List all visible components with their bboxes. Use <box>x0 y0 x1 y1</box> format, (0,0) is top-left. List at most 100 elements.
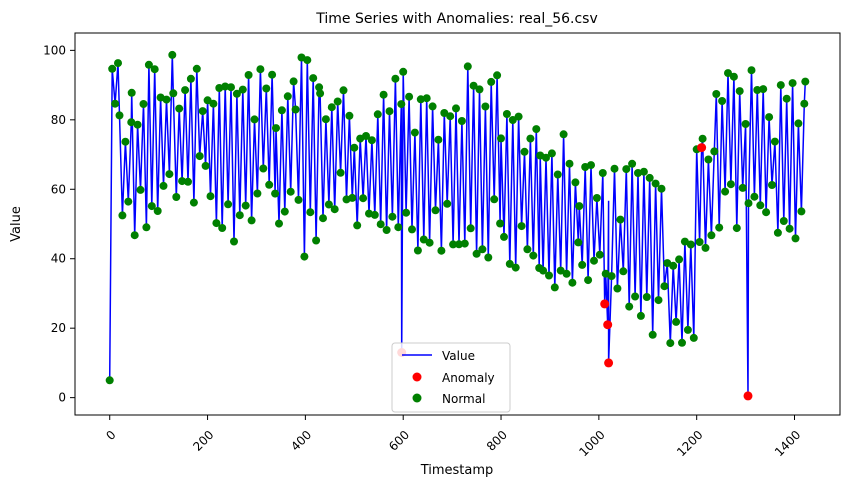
normal-point <box>184 177 192 186</box>
normal-point <box>316 89 325 98</box>
anomaly-point <box>600 299 610 309</box>
normal-point <box>437 246 446 255</box>
legend-anomaly-marker <box>412 372 422 382</box>
normal-point <box>212 219 221 228</box>
normal-point <box>788 79 797 88</box>
normal-point <box>666 339 675 348</box>
normal-point <box>469 81 478 90</box>
normal-point <box>330 205 339 214</box>
normal-point <box>607 272 616 281</box>
normal-point <box>309 74 318 83</box>
normal-point <box>710 147 719 156</box>
normal-point <box>639 167 648 176</box>
normal-point <box>625 302 634 311</box>
normal-point <box>186 74 195 83</box>
normal-point <box>794 119 803 128</box>
normal-point <box>244 71 253 79</box>
normal-point <box>622 165 631 174</box>
normal-point <box>130 231 139 240</box>
normal-point <box>738 183 747 192</box>
normal-point <box>428 102 437 111</box>
normal-point <box>422 94 431 103</box>
normal-point <box>741 120 750 128</box>
normal-point <box>686 240 695 249</box>
normal-point <box>294 195 303 204</box>
normal-point <box>529 251 538 260</box>
normal-point <box>253 189 262 198</box>
normal-point <box>306 208 315 217</box>
normal-point <box>590 256 598 265</box>
normal-point <box>683 325 692 334</box>
normal-point <box>235 211 244 220</box>
normal-point <box>487 77 496 86</box>
normal-point <box>628 159 637 168</box>
normal-point <box>362 132 370 140</box>
normal-point <box>147 202 156 211</box>
normal-point <box>108 64 117 73</box>
normal-point <box>275 219 283 228</box>
normal-point <box>776 81 785 90</box>
normal-point <box>747 66 756 75</box>
normal-point <box>726 180 735 189</box>
normal-point <box>800 99 809 108</box>
normal-point <box>312 236 321 245</box>
x-axis-label: Timestamp <box>420 463 494 478</box>
normal-point <box>168 50 177 59</box>
normal-point <box>382 226 391 234</box>
normal-point <box>379 90 388 99</box>
normal-point <box>718 97 727 105</box>
legend: Value Anomaly Normal <box>391 342 511 413</box>
normal-point <box>172 193 181 201</box>
normal-point <box>598 169 607 177</box>
normal-point <box>523 245 532 254</box>
normal-point <box>610 164 619 173</box>
normal-point <box>394 223 403 232</box>
normal-point <box>376 220 385 229</box>
anomaly-point <box>743 391 753 401</box>
normal-point <box>201 161 210 170</box>
normal-point <box>286 187 295 196</box>
normal-point <box>114 59 122 68</box>
normal-point <box>402 208 411 217</box>
normal-point <box>416 95 425 104</box>
normal-point <box>370 210 379 219</box>
normal-point <box>440 109 449 117</box>
normal-point <box>250 115 259 124</box>
legend-box <box>391 342 511 413</box>
normal-point <box>165 170 174 179</box>
normal-point <box>616 215 625 224</box>
y-axis-label: Value <box>9 206 24 242</box>
normal-point <box>595 250 604 259</box>
normal-point <box>466 224 475 233</box>
normal-point <box>636 311 645 320</box>
normal-point <box>475 85 484 94</box>
normal-point <box>801 77 810 86</box>
normal-point <box>592 194 601 202</box>
normal-point <box>221 82 230 91</box>
normal-points <box>105 50 810 385</box>
normal-point <box>268 70 277 79</box>
normal-point <box>729 72 738 81</box>
normal-point <box>169 89 178 98</box>
normal-point <box>785 224 794 233</box>
normal-point <box>782 94 791 103</box>
normal-point <box>735 87 744 96</box>
normal-point <box>613 284 622 293</box>
normal-point <box>230 237 238 246</box>
normal-point <box>265 180 274 189</box>
normal-point <box>562 269 571 278</box>
normal-point <box>765 113 774 122</box>
normal-point <box>241 201 250 210</box>
normal-point <box>654 296 663 305</box>
normal-point <box>452 104 460 113</box>
normal-point <box>227 83 235 92</box>
normal-point <box>280 207 289 216</box>
normal-point <box>115 111 124 120</box>
normal-point <box>584 276 593 285</box>
normal-point <box>291 105 300 114</box>
normal-point <box>756 201 765 210</box>
normal-point <box>256 65 265 74</box>
normal-point <box>578 260 587 269</box>
normal-point <box>669 261 678 270</box>
normal-point <box>397 100 406 109</box>
